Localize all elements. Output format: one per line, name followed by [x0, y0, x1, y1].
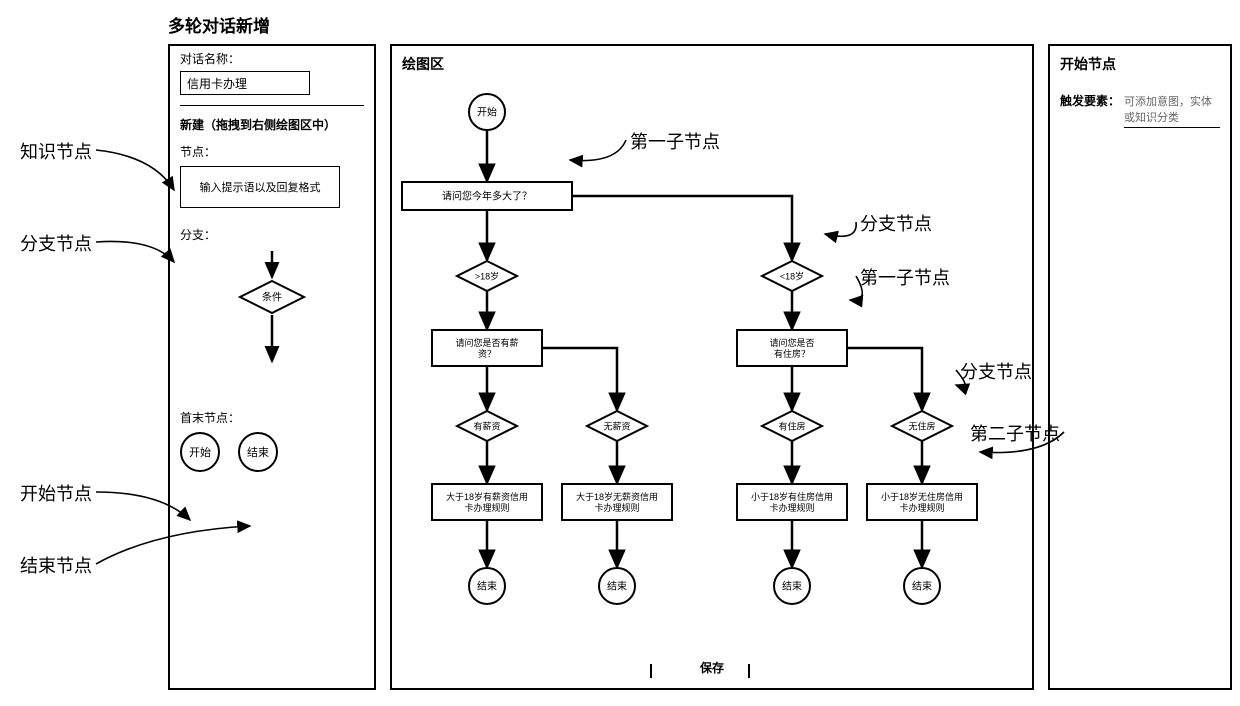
annotation-start_node: 开始节点	[20, 480, 92, 506]
svg-text:大于18岁有薪资信用: 大于18岁有薪资信用	[446, 491, 528, 502]
svg-text:>18岁: >18岁	[475, 270, 499, 281]
svg-text:小于18岁有住房信用: 小于18岁有住房信用	[751, 491, 833, 502]
annotation-end_node: 结束节点	[20, 552, 92, 578]
start-node-template[interactable]: 开始	[180, 432, 220, 472]
condition-diamond-label: 条件	[262, 291, 282, 304]
right-panel-header: 开始节点	[1050, 46, 1230, 82]
node-section-label: 节点：	[180, 143, 364, 160]
svg-text:开始: 开始	[477, 106, 497, 119]
endpoints-section-label: 首末节点：	[180, 409, 364, 426]
svg-text:请问您是否有薪: 请问您是否有薪	[455, 337, 518, 348]
svg-text:结束: 结束	[912, 580, 932, 593]
annotation-second_child: 第二子节点	[970, 420, 1060, 446]
annotation-knowledge_node: 知识节点	[20, 138, 92, 164]
svg-text:结束: 结束	[477, 580, 497, 593]
dialog-name-input[interactable]	[180, 71, 310, 95]
right-panel: 开始节点 触发要素： 可添加意图，实体或知识分类	[1048, 44, 1232, 690]
svg-text:无住房: 无住房	[908, 420, 935, 431]
annotation-first_child_1: 第一子节点	[630, 128, 720, 154]
page-title: 多轮对话新增	[168, 12, 270, 37]
svg-text:卡办理规则: 卡办理规则	[899, 502, 944, 513]
svg-text:有薪资: 有薪资	[473, 420, 500, 431]
svg-text:请问您今年多大了？: 请问您今年多大了？	[442, 190, 532, 203]
end-node-template[interactable]: 结束	[238, 432, 278, 472]
svg-text:请问您是否: 请问您是否	[769, 337, 814, 348]
flowchart-canvas[interactable]: 开始请问您今年多大了？ >18岁 <18岁请问您是否有薪资？ 请问您是否有住房？ 有薪资…	[392, 76, 1036, 646]
svg-text:资？: 资？	[478, 349, 496, 359]
svg-text:卡办理规则: 卡办理规则	[594, 502, 639, 513]
trigger-label: 触发要素：	[1060, 92, 1120, 109]
dialog-name-label: 对话名称：	[180, 50, 364, 67]
annotation-branch_node_right: 分支节点	[860, 210, 932, 236]
annotation-branch_node_left: 分支节点	[20, 230, 92, 256]
svg-text:卡办理规则: 卡办理规则	[464, 502, 509, 513]
left-panel: 对话名称： 新建（拖拽到右侧绘图区中） 节点： 输入提示语以及回复格式 分支： …	[168, 44, 376, 690]
branch-node-template[interactable]: 条件	[180, 249, 364, 369]
annotation-branch_node_right2: 分支节点	[960, 358, 1032, 384]
svg-text:有住房: 有住房	[778, 420, 805, 431]
svg-text:结束: 结束	[607, 580, 627, 593]
divider	[180, 105, 364, 106]
new-instruction: 新建（拖拽到右侧绘图区中）	[180, 116, 364, 133]
svg-text:有住房？: 有住房？	[774, 348, 810, 359]
trigger-placeholder[interactable]: 可添加意图，实体或知识分类	[1124, 93, 1220, 128]
branch-section-label: 分支：	[180, 226, 364, 243]
knowledge-node-template[interactable]: 输入提示语以及回复格式	[180, 166, 340, 208]
svg-text:<18岁: <18岁	[780, 270, 804, 281]
svg-text:无薪资: 无薪资	[603, 420, 630, 431]
svg-text:结束: 结束	[782, 580, 802, 593]
end-node-label: 结束	[247, 444, 269, 460]
start-node-label: 开始	[189, 444, 211, 460]
svg-text:卡办理规则: 卡办理规则	[769, 502, 814, 513]
annotation-first_child_2: 第一子节点	[860, 264, 950, 290]
svg-text:大于18岁无薪资信用: 大于18岁无薪资信用	[576, 491, 658, 502]
page-root: 多轮对话新增 对话名称： 新建（拖拽到右侧绘图区中） 节点： 输入提示语以及回复…	[0, 0, 1240, 706]
svg-text:小于18岁无住房信用: 小于18岁无住房信用	[881, 491, 963, 502]
